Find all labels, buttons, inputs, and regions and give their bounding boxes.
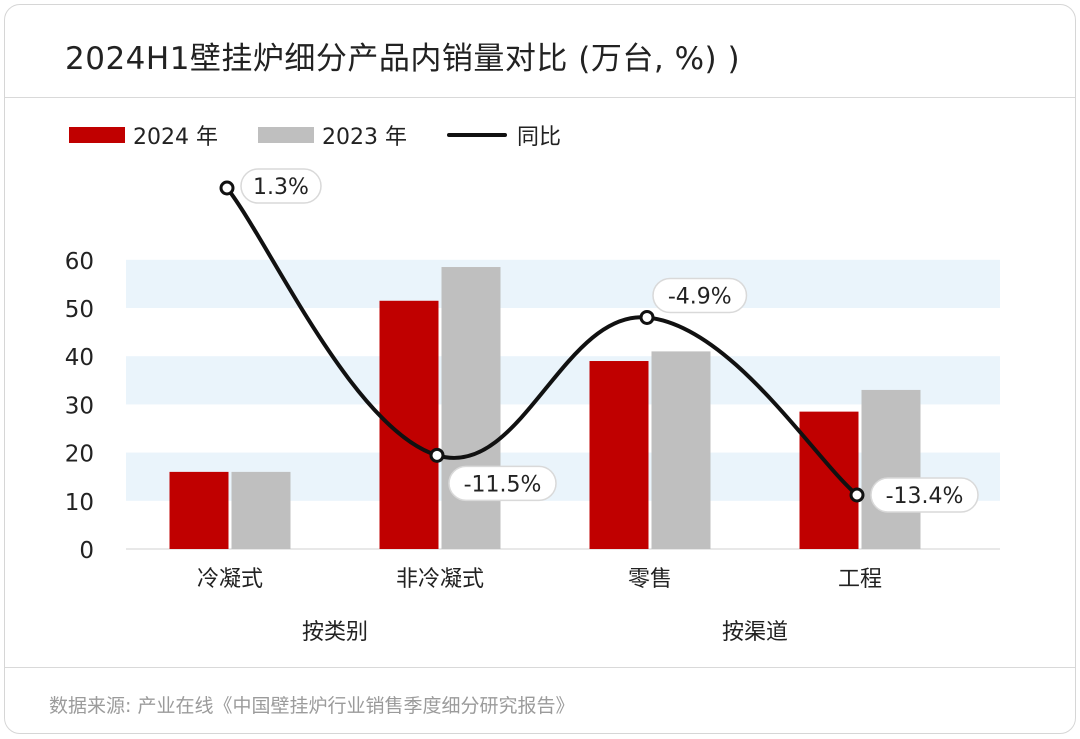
yoy-point xyxy=(429,447,445,463)
bar-2023 xyxy=(441,267,501,549)
yoy-label-bg xyxy=(240,168,322,204)
y-tick-label: 0 xyxy=(79,538,94,564)
legend-label-2024: 2024 年 xyxy=(133,125,218,150)
yoy-label-bg xyxy=(448,465,557,502)
yoy-label-bg xyxy=(870,477,979,513)
y-tick-label: 10 xyxy=(65,490,94,516)
grid-band xyxy=(126,356,1000,405)
bar-2024 xyxy=(169,471,229,549)
group-label: 按类别 xyxy=(302,620,368,645)
yoy-point xyxy=(219,180,235,196)
yoy-data-label: -13.4% xyxy=(886,484,964,509)
legend-item-2023: 2023 年 xyxy=(257,119,407,151)
title-divider xyxy=(5,97,1075,98)
x-tick-label: 零售 xyxy=(628,567,672,592)
yoy-line xyxy=(225,186,859,497)
x-tick-label: 非冷凝式 xyxy=(396,567,484,592)
yoy-data-label: -11.5% xyxy=(464,472,542,497)
legend-swatch-2024 xyxy=(69,127,125,143)
yoy-point xyxy=(639,309,655,325)
bar-2024 xyxy=(799,411,859,549)
legend-item-2024: 2024 年 xyxy=(69,119,218,151)
bar-2023 xyxy=(231,471,291,549)
source-note: 数据来源: 产业在线《中国壁挂炉行业销售季度细分研究报告》 xyxy=(49,695,575,717)
legend-label-2023: 2023 年 xyxy=(321,125,407,150)
yoy-point xyxy=(849,487,865,503)
legend-swatch-yoy xyxy=(446,133,507,137)
y-tick-label: 50 xyxy=(65,297,94,323)
yoy-data-label: 1.3% xyxy=(253,175,309,200)
legend-swatch-2023 xyxy=(257,127,314,143)
y-tick-label: 30 xyxy=(65,393,94,419)
yoy-data-label: -4.9% xyxy=(668,284,732,309)
grid-band xyxy=(126,259,1000,308)
x-tick-label: 冷凝式 xyxy=(197,567,263,592)
x-tick-label: 工程 xyxy=(838,567,882,592)
chart-title: 2024H1壁挂炉细分产品内销量对比 (万台, %) ) xyxy=(65,41,741,77)
footer-divider xyxy=(5,667,1075,668)
y-tick-label: 20 xyxy=(65,442,94,468)
legend: 2024 年 2023 年 同比 xyxy=(69,117,601,153)
bar-2023 xyxy=(861,389,921,549)
bar-2023 xyxy=(651,351,711,549)
group-label: 按渠道 xyxy=(722,620,788,645)
yoy-label-bg xyxy=(652,277,748,314)
bar-2024 xyxy=(589,361,649,549)
y-tick-label: 40 xyxy=(65,345,94,371)
y-tick-label: 60 xyxy=(65,249,94,275)
legend-item-yoy: 同比 xyxy=(446,119,561,151)
legend-label-yoy: 同比 xyxy=(516,125,561,150)
